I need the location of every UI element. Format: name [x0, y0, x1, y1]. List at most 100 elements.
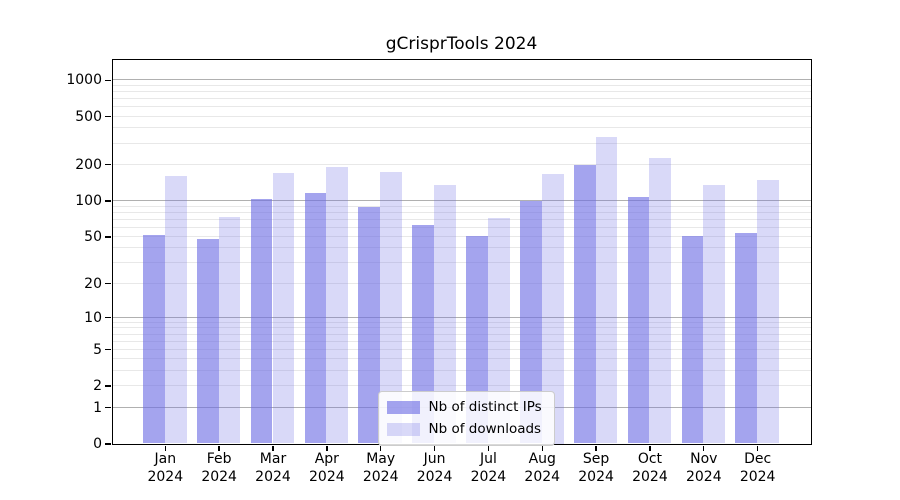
bar-distinct-ips: [250, 199, 273, 444]
x-tick-label-line: Oct: [637, 451, 663, 467]
y-tick-label: 20: [84, 275, 102, 292]
bar-downloads: [326, 166, 349, 444]
x-tick-mark: [164, 445, 166, 451]
x-tick-label-line: 2024: [147, 468, 184, 485]
x-tick-label-line: 2024: [362, 468, 399, 485]
y-tick-label: 100: [75, 193, 102, 210]
y-tick-label: 200: [75, 156, 102, 173]
y-tick-label: 1: [93, 399, 102, 416]
x-tick-label: May 2024: [349, 451, 413, 486]
bar-downloads: [164, 175, 187, 444]
gridline-minor: [112, 106, 811, 108]
gridline-minor: [112, 385, 811, 387]
x-tick-label-line: 2024: [524, 468, 561, 485]
bar-downloads: [649, 157, 672, 444]
x-tick-mark: [541, 445, 543, 451]
legend-row-downloads: Nb of downloads: [386, 421, 542, 438]
bar-downloads: [218, 216, 241, 444]
y-tick-label: 50: [84, 228, 102, 245]
gridline-minor: [112, 163, 811, 165]
gridline-minor: [112, 226, 811, 228]
y-tick-label: 5: [93, 341, 102, 358]
gridline-minor: [112, 340, 811, 342]
gridline-minor: [112, 84, 811, 86]
gridline-minor: [112, 211, 811, 213]
gridline-major: [112, 200, 811, 202]
x-tick-label-line: 2024: [685, 468, 722, 485]
bar-downloads: [487, 217, 510, 444]
x-tick-mark: [326, 445, 328, 451]
x-tick-label-line: Jan: [154, 451, 177, 467]
x-tick-mark: [595, 445, 597, 451]
y-tick-label: 0: [93, 436, 102, 452]
x-tick-label-line: 2024: [739, 468, 776, 485]
gridline-minor: [112, 262, 811, 264]
x-tick-mark: [272, 445, 274, 451]
x-tick-label: Sep 2024: [564, 451, 628, 486]
x-tick-label-line: 2024: [201, 468, 237, 485]
y-tick-mark: [105, 348, 111, 351]
x-tick-label-line: Apr: [314, 451, 339, 467]
y-tick-mark: [105, 79, 111, 81]
bar-distinct-ips: [573, 165, 596, 444]
x-tick-label: Oct 2024: [618, 451, 682, 486]
x-tick-mark: [433, 445, 436, 451]
bar-downloads: [434, 184, 456, 444]
legend: Nb of distinct IPs Nb of downloads: [377, 390, 555, 446]
y-tick-label: 1000: [66, 72, 102, 89]
gridline-minor: [112, 358, 811, 360]
x-tick-label: Dec 2024: [726, 451, 790, 486]
gridline-minor: [112, 142, 811, 144]
x-tick-mark: [703, 445, 705, 451]
gridline-minor: [112, 127, 811, 129]
bar-downloads: [595, 137, 618, 444]
gridline-minor: [112, 370, 811, 371]
chart-title: gCrisprTools 2024: [385, 34, 538, 54]
y-tick-mark: [105, 200, 111, 202]
bar-downloads: [703, 184, 726, 444]
x-tick-label-line: Feb: [206, 451, 232, 467]
gridline-minor: [112, 205, 811, 207]
x-tick-mark: [380, 445, 382, 451]
plot-area: Nb of distinct IPs Nb of downloads: [111, 58, 812, 446]
x-tick-label-line: 2024: [578, 468, 614, 485]
bar-downloads: [272, 172, 295, 444]
x-tick-label-line: Sep: [582, 451, 610, 467]
y-tick-label: 500: [75, 108, 102, 125]
x-tick-mark: [649, 445, 651, 451]
y-tick-label: 2: [93, 378, 102, 395]
legend-swatch-downloads: [386, 422, 420, 436]
x-tick-label: Jul 2024: [456, 451, 520, 486]
gridline-minor: [112, 247, 811, 249]
gridline-minor: [112, 218, 811, 220]
x-tick-label-line: Aug: [528, 451, 556, 467]
x-tick-mark: [218, 445, 220, 451]
y-tick-mark: [105, 164, 111, 166]
bar-distinct-ips: [519, 200, 542, 444]
x-tick-label-line: 2024: [309, 468, 345, 485]
bar-distinct-ips: [735, 232, 758, 444]
x-tick-label: Aug 2024: [510, 451, 574, 486]
x-tick-mark: [756, 445, 759, 451]
gridline-minor: [112, 327, 811, 329]
bar-distinct-ips: [412, 225, 435, 444]
x-tick-label: Mar 2024: [241, 451, 305, 486]
bar-downloads: [541, 174, 564, 444]
x-tick-label-line: 2024: [255, 468, 291, 485]
x-tick-label-line: 2024: [470, 468, 507, 485]
y-tick-label: 10: [84, 309, 102, 326]
bar-downloads: [380, 172, 402, 444]
bar-distinct-ips: [681, 236, 704, 444]
bar-distinct-ips: [196, 238, 219, 444]
gridline-major: [112, 316, 811, 318]
x-tick-label: Nov 2024: [672, 451, 736, 486]
gridline-minor: [112, 235, 811, 237]
x-tick-label-line: Jun: [423, 451, 446, 467]
x-tick-label: Apr 2024: [295, 451, 359, 486]
bar-distinct-ips: [304, 193, 327, 444]
x-tick-label: Feb 2024: [187, 451, 251, 486]
x-tick-label-line: Jul: [479, 451, 497, 467]
legend-label-distinct-ips: Nb of distinct IPs: [428, 399, 542, 415]
y-tick-mark: [105, 236, 111, 238]
